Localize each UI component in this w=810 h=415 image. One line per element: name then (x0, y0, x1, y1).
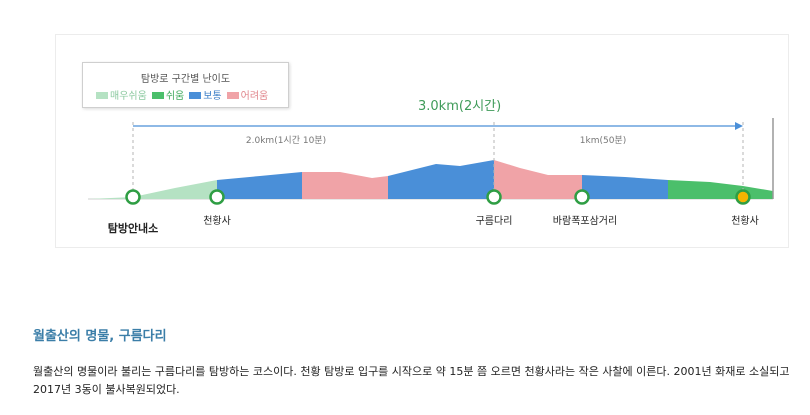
segment-normal-3 (582, 175, 668, 199)
article-body: 월출산의 명물이라 불리는 구름다리를 탐방하는 코스이다. 천황 탐방로 입구… (33, 365, 790, 396)
legend-item-easy: 쉬움 (151, 87, 184, 102)
distance-arrow-head (735, 122, 743, 130)
legend-item-very-easy: 매우쉬움 (96, 87, 147, 102)
legend-item-hard: 어려움 (226, 87, 268, 102)
waypoint-label-end: 천황사 (731, 216, 759, 227)
waypoint-marker-end (735, 189, 751, 205)
difficulty-legend: 탐방로 구간별 난이도 매우쉬움 쉬움 보통 어려움 (82, 62, 289, 108)
waypoint-marker-cheonhwangsa (209, 189, 225, 205)
waypoint-marker-junction (574, 189, 590, 205)
legend-items: 매우쉬움 쉬움 보통 어려움 (96, 87, 273, 102)
waypoint-marker-start (125, 189, 141, 205)
waypoint-marker-bridge (486, 189, 502, 205)
segment1-distance-label: 2.0km(1시간 10분) (245, 136, 327, 146)
article-title: 월출산의 명물, 구름다리 (33, 329, 167, 344)
segment2-distance-label: 1km(50분) (579, 136, 627, 146)
total-distance-label: 3.0km(2시간) (418, 99, 502, 114)
waypoint-label-junction: 바람폭포삼거리 (552, 216, 618, 227)
segment-hard-1 (302, 172, 388, 199)
waypoint-label-start: 탐방안내소 (107, 222, 159, 235)
legend-item-normal: 보통 (189, 87, 222, 102)
legend-title: 탐방로 구간별 난이도 (140, 74, 231, 85)
waypoint-label-bridge: 구름다리 (475, 216, 513, 227)
waypoint-label-cheonhwangsa: 천황사 (203, 216, 231, 227)
segment-easy (668, 180, 773, 199)
segment-very-easy (88, 180, 217, 199)
segment-hard-2 (494, 160, 582, 199)
segment-normal-1 (217, 172, 302, 199)
segment-normal-2 (388, 160, 494, 199)
